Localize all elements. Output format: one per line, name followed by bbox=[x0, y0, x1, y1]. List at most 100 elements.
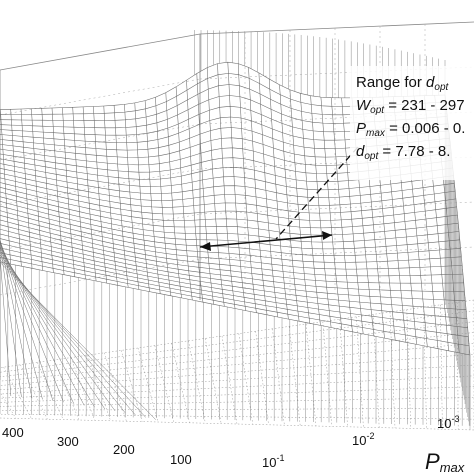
mesh-line bbox=[124, 104, 140, 290]
y-axis-label-sub: max bbox=[440, 460, 465, 474]
mesh-line bbox=[331, 97, 353, 332]
y-tick-base: 10 bbox=[437, 416, 451, 431]
mesh-line bbox=[310, 95, 332, 328]
y-tick-label: 10-2 bbox=[352, 431, 374, 448]
mesh-line bbox=[51, 107, 65, 275]
annotation-value: = 231 - 297 bbox=[384, 97, 464, 114]
y-tick-base: 10 bbox=[262, 455, 276, 470]
annotation-sub: max bbox=[366, 128, 386, 139]
mesh-line bbox=[0, 109, 11, 265]
wall-grid-line bbox=[0, 78, 201, 116]
annotation-value: = 7.78 - 8. bbox=[378, 143, 450, 160]
y-tick-base: 10 bbox=[352, 433, 366, 448]
mesh-line bbox=[217, 63, 236, 309]
floor-grid-line bbox=[0, 408, 474, 411]
wall-grid-line bbox=[0, 258, 201, 296]
floor-grid-line bbox=[423, 307, 427, 429]
floor-grid-line bbox=[0, 397, 474, 407]
annotation-var: P bbox=[356, 120, 366, 137]
y-axis-ticks: 10-3 10-2 10-1 bbox=[262, 414, 459, 470]
wall-grid-line bbox=[0, 168, 201, 206]
floor-grid-line bbox=[0, 332, 474, 382]
leader-line bbox=[275, 146, 359, 240]
curtain-line bbox=[0, 244, 85, 406]
curtain-line bbox=[0, 262, 156, 420]
mesh-line bbox=[0, 243, 467, 319]
annotation-line-4: dopt = 7.78 - 8. bbox=[356, 143, 450, 162]
annotation-prefix: Range for bbox=[356, 74, 426, 91]
floor-grid-line bbox=[221, 335, 238, 425]
floor-grid bbox=[0, 299, 474, 431]
y-tick-exp: -1 bbox=[276, 453, 284, 463]
mesh-line bbox=[289, 89, 311, 324]
range-annotation: Range for dopt Wopt = 231 - 297 Pmax = 0… bbox=[350, 66, 474, 180]
floor-grid-line bbox=[0, 310, 474, 373]
mesh-line bbox=[31, 108, 43, 271]
mesh-line bbox=[320, 97, 343, 330]
mesh-line bbox=[41, 108, 54, 273]
mesh-line bbox=[196, 73, 214, 305]
floor-grid-line bbox=[171, 343, 190, 423]
wall-grid-line bbox=[199, 156, 474, 170]
floor-grid-line bbox=[0, 386, 474, 403]
mesh-line bbox=[206, 67, 225, 307]
floor-grid-line bbox=[87, 355, 111, 421]
curtain-line bbox=[0, 254, 126, 414]
annotation-var: d bbox=[356, 143, 365, 160]
y-tick-label: 10-3 bbox=[437, 414, 459, 431]
mesh-line bbox=[0, 210, 462, 263]
floor-grid-line bbox=[20, 364, 48, 420]
mesh-line bbox=[72, 107, 86, 279]
mesh-line bbox=[20, 108, 33, 269]
wall-grid-line bbox=[199, 201, 474, 215]
annotation-var: d bbox=[426, 74, 435, 91]
y-tick-exp: -3 bbox=[451, 414, 459, 424]
mesh-line bbox=[248, 67, 268, 315]
annotation-line-3: Pmax = 0.006 - 0. bbox=[356, 120, 465, 139]
range-arrow-head-left bbox=[200, 242, 211, 251]
floor-grid-line bbox=[288, 326, 301, 426]
mesh-line bbox=[341, 97, 364, 334]
range-arrow-head-right bbox=[322, 231, 332, 240]
floor-grid-line bbox=[0, 413, 474, 420]
floor-grid-line bbox=[188, 340, 206, 424]
mesh-line bbox=[175, 86, 193, 301]
mesh-line bbox=[10, 109, 22, 267]
mesh-line bbox=[227, 62, 246, 311]
mesh-line bbox=[113, 105, 129, 288]
floor-grid-line bbox=[322, 321, 333, 427]
wall-grid-line bbox=[199, 111, 474, 125]
x-tick-label: 200 bbox=[113, 442, 135, 457]
y-tick-label: 10-1 bbox=[262, 453, 284, 470]
annotation-sub: opt bbox=[370, 105, 385, 116]
annotation-sub: opt bbox=[364, 151, 379, 162]
floor-grid-line bbox=[137, 347, 159, 423]
mesh-line bbox=[186, 80, 204, 303]
floor-grid-line bbox=[406, 309, 412, 429]
mesh-line bbox=[268, 78, 289, 320]
annotation-sub: opt bbox=[434, 82, 449, 93]
y-tick-exp: -2 bbox=[366, 431, 374, 441]
x-tick-label: 100 bbox=[170, 452, 192, 467]
y-axis-label-main: P bbox=[425, 449, 440, 474]
mesh-line bbox=[62, 107, 76, 277]
x-axis-ticks: 400 300 200 100 bbox=[2, 425, 192, 467]
mesh-line bbox=[299, 93, 321, 326]
annotation-value: = 0.006 - 0. bbox=[385, 120, 465, 137]
wall-grid-line bbox=[199, 246, 474, 260]
floor-grid-line bbox=[0, 391, 17, 419]
annotation-background bbox=[350, 66, 474, 180]
box-edge bbox=[0, 21, 474, 71]
mesh-line bbox=[165, 92, 182, 298]
wall-grid-line bbox=[0, 213, 201, 251]
annotation-line-1: Range for dopt bbox=[356, 74, 450, 93]
mesh-line bbox=[279, 84, 300, 322]
floor-grid-line bbox=[238, 333, 254, 425]
floor-grid-line bbox=[0, 375, 474, 399]
mesh-line bbox=[0, 238, 467, 310]
mesh-line bbox=[155, 97, 172, 296]
floor-grid-line bbox=[0, 353, 474, 391]
mesh-line bbox=[144, 100, 161, 294]
plot-box bbox=[0, 21, 474, 380]
